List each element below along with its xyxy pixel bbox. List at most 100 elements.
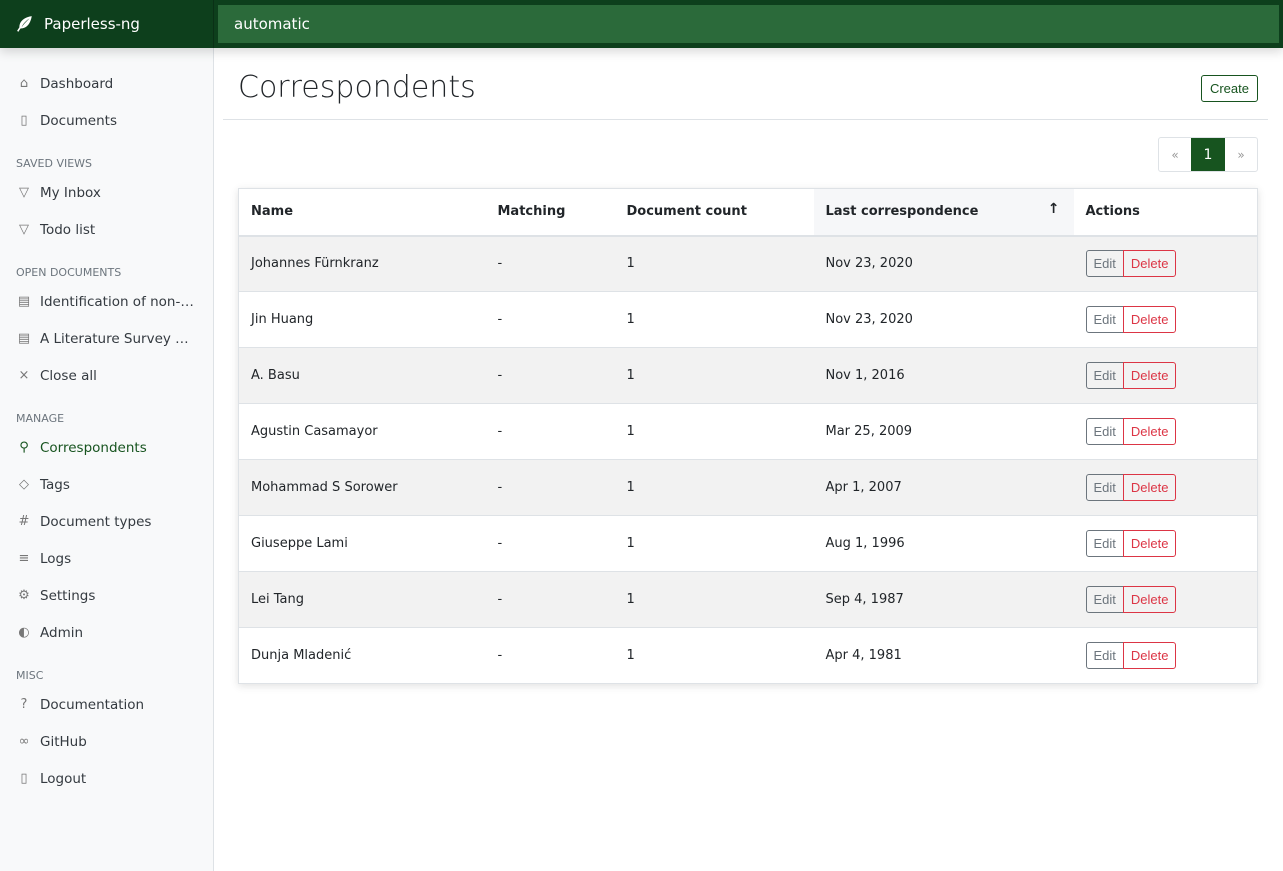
delete-button[interactable]: Delete [1122, 474, 1177, 501]
cell-last-correspondence: Nov 1, 2016 [813, 347, 1074, 404]
table-row: Giuseppe Lami - 1 Aug 1, 1996 Edit Delete [238, 515, 1258, 572]
sidebar-item-label: Documentation [40, 696, 145, 713]
cell-actions: Edit Delete [1073, 571, 1258, 628]
sidebar-item-correspondents[interactable]: ⚲ Correspondents [0, 429, 213, 466]
gear-icon: ⚙ [18, 588, 30, 603]
top-navbar: Paperless-ng automatic [0, 0, 1283, 48]
hash-icon: # [18, 514, 30, 529]
sidebar-item-label: Admin [40, 624, 84, 641]
sidebar-item-logs[interactable]: ≡ Logs [0, 540, 213, 577]
delete-button[interactable]: Delete [1122, 530, 1177, 557]
correspondents-table: Name Matching Document count Last corres… [238, 188, 1258, 684]
column-header-document-count[interactable]: Document count [614, 188, 814, 237]
table-row: Agustin Casamayor - 1 Mar 25, 2009 Edit D… [238, 403, 1258, 460]
cell-last-correspondence: Apr 4, 1981 [813, 627, 1074, 684]
sidebar-item-todo-list[interactable]: ▽ Todo list [0, 211, 213, 248]
cell-name: Mohammad S Sorower [238, 459, 486, 516]
page-title: Correspondents [223, 48, 1268, 120]
section-title-open-documents: OPEN DOCUMENTS [16, 266, 122, 279]
cell-name: Giuseppe Lami [238, 515, 486, 572]
files-icon: ▯ [20, 113, 28, 128]
cell-matching: - [485, 235, 615, 292]
sidebar-item-documentation[interactable]: ? Documentation [0, 686, 213, 723]
brand[interactable]: Paperless-ng [0, 0, 214, 48]
sidebar-item-label: My Inbox [40, 184, 101, 201]
sidebar-item-settings[interactable]: ⚙ Settings [0, 577, 213, 614]
edit-button[interactable]: Edit [1085, 250, 1124, 278]
file-text-icon: ▤ [17, 331, 31, 346]
section-title-saved-views: SAVED VIEWS [16, 157, 93, 170]
cell-last-correspondence: Nov 23, 2020 [813, 291, 1074, 348]
cell-document-count: 1 [614, 459, 814, 516]
next-page-button[interactable]: » [1237, 147, 1245, 162]
page-1-button[interactable]: 1 [1191, 138, 1225, 171]
sidebar-item-documents[interactable]: ▯ Documents [0, 102, 213, 139]
column-header-matching[interactable]: Matching [485, 188, 615, 237]
cell-name: A. Basu [238, 347, 486, 404]
sort-arrow-up-icon: ↑ [1047, 201, 1060, 217]
cell-matching: - [485, 515, 615, 572]
section-title-misc: MISC [16, 669, 44, 682]
leaf-logo-icon [17, 16, 32, 32]
funnel-icon: ▽ [19, 222, 29, 237]
cell-actions: Edit Delete [1073, 347, 1258, 404]
prev-page-button[interactable]: « [1171, 147, 1179, 162]
table-row: Johannes Fürnkranz - 1 Nov 23, 2020 Edit… [238, 235, 1258, 292]
sidebar-item-dashboard[interactable]: ⌂ Dashboard [0, 65, 213, 102]
cell-matching: - [485, 347, 615, 404]
cell-document-count: 1 [614, 403, 814, 460]
edit-button[interactable]: Edit [1085, 418, 1124, 445]
cell-actions: Edit Delete [1073, 235, 1258, 292]
search-input[interactable]: automatic [218, 5, 1279, 43]
sidebar-item-label: Documents [40, 112, 117, 129]
delete-button[interactable]: Delete [1122, 250, 1177, 278]
cell-document-count: 1 [614, 515, 814, 572]
edit-button[interactable]: Edit [1085, 362, 1124, 389]
cell-actions: Edit Delete [1073, 459, 1258, 516]
column-header-last-correspondence[interactable]: Last correspondence ↑ [813, 188, 1074, 237]
edit-button[interactable]: Edit [1085, 586, 1124, 613]
sidebar-item-label: Document types [40, 513, 152, 530]
sidebar-item-label: Correspondents [40, 439, 147, 456]
cell-last-correspondence: Apr 1, 2007 [813, 459, 1074, 516]
section-title-manage: MANAGE [16, 412, 65, 425]
sidebar-item-label: Logs [40, 550, 72, 567]
sidebar-item-open-doc[interactable]: ▤ A Literature Survey on ... [0, 320, 213, 357]
delete-button[interactable]: Delete [1122, 418, 1177, 445]
create-button[interactable]: Create [1200, 75, 1258, 102]
sidebar: ⌂ Dashboard ▯ Documents SAVED VIEWS ▽ My In… [0, 48, 214, 871]
sidebar-item-github[interactable]: ∞ GitHub [0, 723, 213, 760]
cell-name: Lei Tang [238, 571, 486, 628]
question-circle-icon: ? [20, 697, 28, 712]
cell-matching: - [485, 627, 615, 684]
sidebar-item-open-doc[interactable]: ▤ Identification of non-fu... [0, 283, 213, 320]
edit-button[interactable]: Edit [1085, 530, 1124, 557]
person-icon: ⚲ [19, 440, 29, 455]
column-header-name[interactable]: Name [238, 188, 486, 237]
pagination: « 1 » [1158, 137, 1258, 172]
delete-button[interactable]: Delete [1122, 306, 1177, 333]
sidebar-item-logout[interactable]: ▯ Logout [0, 760, 213, 797]
x-icon: × [18, 368, 30, 383]
delete-button[interactable]: Delete [1122, 642, 1177, 669]
funnel-icon: ▽ [19, 185, 29, 200]
cell-document-count: 1 [614, 571, 814, 628]
sidebar-item-label: Identification of non-fu... [40, 293, 195, 310]
sidebar-item-tags[interactable]: ◇ Tags [0, 466, 213, 503]
cell-actions: Edit Delete [1073, 291, 1258, 348]
delete-button[interactable]: Delete [1122, 586, 1177, 613]
sidebar-item-label: GitHub [40, 733, 87, 750]
edit-button[interactable]: Edit [1085, 306, 1124, 333]
sidebar-item-admin[interactable]: ◐ Admin [0, 614, 213, 651]
delete-button[interactable]: Delete [1122, 362, 1177, 389]
cell-document-count: 1 [614, 291, 814, 348]
cell-last-correspondence: Mar 25, 2009 [813, 403, 1074, 460]
edit-button[interactable]: Edit [1085, 642, 1124, 669]
cell-last-correspondence: Sep 4, 1987 [813, 571, 1074, 628]
cell-matching: - [485, 403, 615, 460]
sidebar-item-document-types[interactable]: # Document types [0, 503, 213, 540]
sidebar-item-my-inbox[interactable]: ▽ My Inbox [0, 174, 213, 211]
house-icon: ⌂ [19, 76, 29, 91]
edit-button[interactable]: Edit [1085, 474, 1124, 501]
sidebar-item-close-all[interactable]: × Close all [0, 357, 213, 394]
